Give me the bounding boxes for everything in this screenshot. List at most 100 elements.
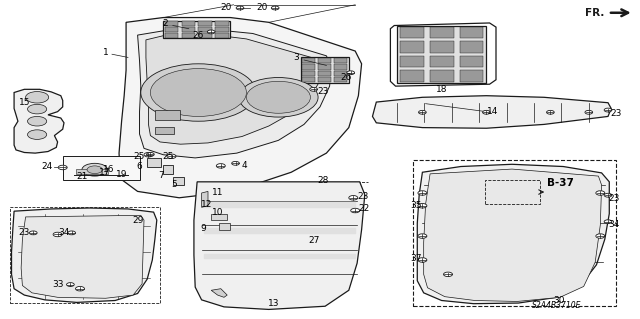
Bar	[219, 223, 230, 230]
Circle shape	[147, 152, 154, 156]
Bar	[211, 214, 227, 220]
Bar	[165, 21, 179, 26]
Bar	[76, 169, 108, 174]
Bar	[400, 70, 424, 82]
Polygon shape	[202, 191, 208, 207]
Bar	[165, 33, 179, 38]
Text: 10: 10	[212, 208, 223, 217]
Text: 25: 25	[134, 152, 145, 161]
Text: 28: 28	[317, 176, 329, 185]
Circle shape	[87, 166, 102, 174]
Text: 26: 26	[340, 73, 351, 82]
Bar	[319, 71, 332, 76]
Bar	[302, 64, 315, 70]
Bar	[155, 110, 180, 120]
Polygon shape	[119, 18, 362, 198]
Text: 16: 16	[103, 165, 115, 174]
Circle shape	[167, 154, 176, 159]
Circle shape	[232, 161, 239, 165]
Circle shape	[596, 191, 605, 195]
Bar	[319, 64, 332, 70]
Text: 34: 34	[609, 220, 620, 229]
Bar	[163, 165, 173, 174]
Text: 20: 20	[220, 4, 232, 12]
Polygon shape	[138, 30, 332, 158]
Text: 11: 11	[212, 188, 223, 197]
Bar	[173, 177, 184, 185]
Circle shape	[150, 69, 246, 116]
Bar	[155, 127, 174, 134]
Circle shape	[444, 272, 452, 277]
Circle shape	[596, 234, 605, 238]
Bar	[319, 77, 332, 82]
Bar	[182, 21, 195, 26]
Circle shape	[76, 286, 84, 291]
Bar	[63, 156, 140, 180]
Circle shape	[418, 191, 427, 195]
Circle shape	[418, 258, 427, 262]
Circle shape	[53, 232, 62, 237]
Text: 33: 33	[52, 280, 63, 289]
Circle shape	[67, 283, 74, 286]
Bar	[334, 58, 347, 63]
Polygon shape	[194, 182, 365, 309]
Text: 4: 4	[242, 161, 247, 170]
Text: 22: 22	[358, 204, 369, 213]
Circle shape	[141, 64, 256, 121]
Bar	[198, 27, 212, 32]
Text: 13: 13	[268, 299, 280, 308]
Bar	[334, 71, 347, 76]
Text: 25: 25	[162, 152, 173, 161]
Bar	[460, 56, 483, 67]
Bar	[163, 21, 230, 38]
Bar	[334, 77, 347, 82]
Bar	[429, 56, 454, 67]
Text: 18: 18	[436, 85, 447, 94]
Text: 37: 37	[410, 254, 422, 263]
Text: 23: 23	[610, 109, 621, 118]
Text: 24: 24	[42, 162, 53, 171]
Bar	[429, 27, 454, 39]
Circle shape	[82, 163, 108, 176]
Circle shape	[347, 71, 355, 75]
Text: B-37: B-37	[547, 178, 573, 189]
Text: 5: 5	[172, 180, 177, 189]
Polygon shape	[21, 215, 144, 298]
Circle shape	[207, 30, 215, 34]
Bar	[198, 21, 212, 26]
Bar	[302, 71, 315, 76]
Bar	[215, 33, 228, 38]
Circle shape	[28, 104, 47, 114]
Text: S2A4B3710E: S2A4B3710E	[532, 301, 582, 310]
Text: 3: 3	[293, 53, 298, 62]
Polygon shape	[424, 169, 602, 301]
Circle shape	[483, 110, 490, 114]
Bar	[460, 70, 483, 82]
Polygon shape	[372, 96, 611, 128]
Text: 27: 27	[308, 236, 319, 245]
Text: 20: 20	[257, 4, 268, 12]
Text: 23: 23	[358, 192, 369, 201]
Text: 30: 30	[554, 296, 565, 305]
Polygon shape	[12, 208, 157, 302]
Circle shape	[271, 6, 279, 10]
Circle shape	[58, 165, 67, 170]
Polygon shape	[14, 89, 64, 153]
Bar	[165, 27, 179, 32]
Circle shape	[349, 196, 358, 200]
Circle shape	[351, 208, 360, 213]
Circle shape	[547, 110, 554, 114]
Polygon shape	[146, 36, 321, 144]
Circle shape	[604, 193, 612, 197]
Bar	[400, 56, 424, 67]
Text: 6: 6	[137, 162, 142, 171]
Bar	[147, 158, 161, 167]
Bar	[485, 180, 540, 204]
Text: 17: 17	[99, 168, 110, 177]
Polygon shape	[211, 289, 227, 297]
Text: 21: 21	[76, 172, 88, 181]
Text: 12: 12	[201, 200, 212, 209]
Circle shape	[246, 81, 310, 113]
Bar	[429, 70, 454, 82]
Circle shape	[236, 6, 244, 10]
